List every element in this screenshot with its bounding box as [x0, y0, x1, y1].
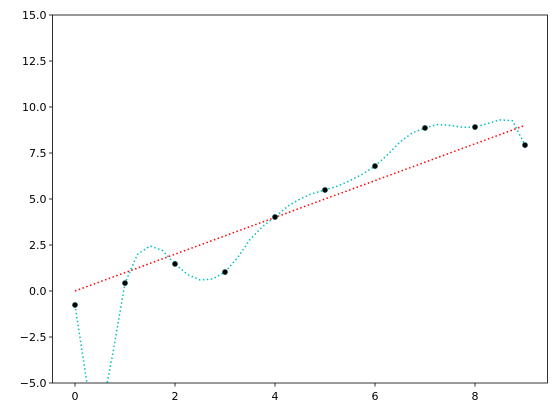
scatter-point: [322, 187, 328, 193]
x-tick-label: 2: [172, 390, 179, 403]
scatter-point: [122, 280, 128, 286]
x-tick-label: 0: [72, 390, 79, 403]
x-tick-label: 6: [372, 390, 379, 403]
y-tick-label: −5.0: [20, 377, 47, 390]
scatter-point: [422, 125, 428, 131]
plot-area: [72, 119, 528, 383]
y-tick-label: 5.0: [29, 193, 47, 206]
scatter-point: [522, 142, 528, 148]
scatter-point: [172, 261, 178, 267]
y-tick-label: 12.5: [22, 55, 47, 68]
x-tick-label: 8: [472, 390, 479, 403]
y-tick-label: 7.5: [29, 147, 47, 160]
x-tick-label: 4: [272, 390, 279, 403]
y-tick-label: 10.0: [22, 101, 47, 114]
line: [74, 119, 526, 383]
scatter-point: [72, 302, 78, 308]
line: [74, 124, 526, 292]
y-tick-label: 2.5: [29, 239, 47, 252]
scatter-point: [222, 269, 228, 275]
scatter-point: [372, 163, 378, 169]
scatter-point: [272, 214, 278, 220]
axes-frame: [52, 14, 548, 384]
y-tick-label: −2.5: [20, 331, 47, 344]
y-tick-label: 0.0: [29, 285, 47, 298]
scatter-point: [472, 124, 478, 130]
y-tick-label: 15.0: [22, 9, 47, 22]
